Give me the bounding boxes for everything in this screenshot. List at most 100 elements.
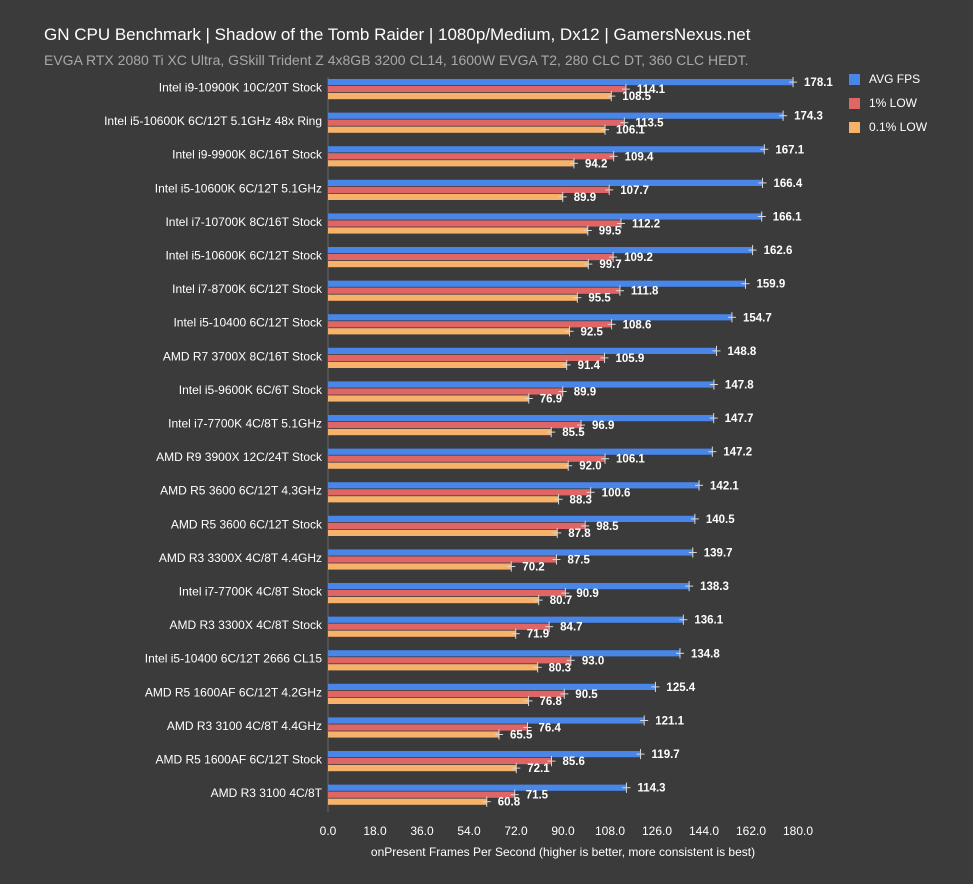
bar-avg-fps <box>328 179 763 186</box>
category-label: Intel i9-10900K 10C/20T Stock <box>159 81 323 95</box>
bar-1pct-low <box>328 86 626 93</box>
data-label-1pct-low: 106.1 <box>616 454 645 466</box>
data-label-avg-fps: 147.7 <box>725 413 754 425</box>
bar-avg-fps <box>328 784 627 791</box>
x-tick-label: 90.0 <box>551 824 575 838</box>
data-label-0-1pct-low: 65.5 <box>510 730 533 742</box>
data-label-1pct-low: 107.7 <box>620 185 649 197</box>
data-label-0-1pct-low: 108.5 <box>622 91 651 103</box>
bar-0-1pct-low <box>328 395 529 402</box>
data-label-0-1pct-low: 85.5 <box>562 427 585 439</box>
bar-0-1pct-low <box>328 697 529 704</box>
bar-1pct-low <box>328 186 610 193</box>
category-label: Intel i7-7700K 4C/8T 5.1GHz <box>168 417 322 431</box>
x-tick-label: 108.0 <box>595 824 625 838</box>
bar-0-1pct-low <box>328 328 570 335</box>
bar-avg-fps <box>328 482 700 489</box>
data-label-1pct-low: 98.5 <box>596 521 619 533</box>
data-label-1pct-low: 109.4 <box>625 151 654 163</box>
legend-item-1pct-low: 1% LOW <box>849 91 927 115</box>
data-label-0-1pct-low: 88.3 <box>570 494 592 506</box>
bar-1pct-low <box>328 354 605 361</box>
x-tick-label: 144.0 <box>689 824 719 838</box>
legend-swatch-1pct-low <box>849 97 860 109</box>
data-label-0-1pct-low: 94.2 <box>585 158 607 170</box>
bar-avg-fps <box>328 112 784 119</box>
data-label-0-1pct-low: 89.9 <box>574 192 596 204</box>
category-label: Intel i5-10400 6C/12T 2666 CL15 <box>145 652 323 666</box>
data-label-0-1pct-low: 99.5 <box>599 226 622 238</box>
bar-avg-fps <box>328 515 695 522</box>
bar-avg-fps <box>328 79 794 86</box>
bar-0-1pct-low <box>328 126 606 133</box>
bar-1pct-low <box>328 791 515 798</box>
data-label-avg-fps: 114.3 <box>637 783 665 795</box>
data-label-0-1pct-low: 60.8 <box>498 797 521 809</box>
data-label-1pct-low: 112.2 <box>632 219 660 231</box>
data-label-1pct-low: 84.7 <box>560 622 582 634</box>
data-label-1pct-low: 111.8 <box>631 286 659 298</box>
bar-1pct-low <box>328 321 612 328</box>
category-label: AMD R3 3300X 4C/8T 4.4GHz <box>159 551 322 565</box>
data-label-avg-fps: 166.4 <box>773 178 802 190</box>
bar-avg-fps <box>328 314 732 321</box>
bar-0-1pct-low <box>328 798 487 805</box>
data-label-1pct-low: 114.1 <box>637 84 666 96</box>
category-label: Intel i5-10400 6C/12T Stock <box>173 316 323 330</box>
bar-avg-fps <box>328 280 746 287</box>
data-label-1pct-low: 96.9 <box>592 420 614 432</box>
bar-0-1pct-low <box>328 429 552 436</box>
bar-1pct-low <box>328 153 614 160</box>
bar-0-1pct-low <box>328 93 612 100</box>
bar-avg-fps <box>328 683 656 690</box>
data-label-0-1pct-low: 95.5 <box>588 293 611 305</box>
category-label: Intel i7-10700K 8C/16T Stock <box>165 215 323 229</box>
data-label-avg-fps: 147.2 <box>723 447 752 459</box>
category-label: AMD R3 3100 4C/8T <box>211 786 323 800</box>
data-label-0-1pct-low: 87.8 <box>568 528 591 540</box>
category-label: AMD R3 3100 4C/8T 4.4GHz <box>167 719 322 733</box>
x-tick-label: 36.0 <box>410 824 434 838</box>
chart-subtitle: EVGA RTX 2080 Ti XC Ultra, GSkill Triden… <box>44 52 749 68</box>
bar-1pct-low <box>328 590 566 597</box>
bar-1pct-low <box>328 657 571 664</box>
bar-1pct-low <box>328 254 614 261</box>
legend: AVG FPS 1% LOW 0.1% LOW <box>849 67 927 139</box>
data-label-avg-fps: 136.1 <box>694 615 723 627</box>
data-label-avg-fps: 166.1 <box>773 212 802 224</box>
data-label-avg-fps: 134.8 <box>691 648 720 660</box>
data-label-0-1pct-low: 72.1 <box>527 763 550 775</box>
data-label-0-1pct-low: 71.9 <box>527 629 549 641</box>
data-label-0-1pct-low: 76.9 <box>540 394 562 406</box>
bar-1pct-low <box>328 287 620 294</box>
category-label: AMD R7 3700X 8C/16T Stock <box>163 349 323 363</box>
bar-0-1pct-low <box>328 361 567 368</box>
bar-1pct-low <box>328 489 591 496</box>
bar-0-1pct-low <box>328 261 589 268</box>
x-tick-label: 0.0 <box>320 824 337 838</box>
data-label-0-1pct-low: 70.2 <box>522 562 544 574</box>
data-label-1pct-low: 89.9 <box>574 387 596 399</box>
data-label-1pct-low: 71.5 <box>526 790 549 802</box>
data-label-avg-fps: 142.1 <box>710 480 739 492</box>
legend-label-avg-fps: AVG FPS <box>869 72 921 86</box>
x-tick-label: 180.0 <box>783 824 813 838</box>
data-label-avg-fps: 140.5 <box>706 514 735 526</box>
bar-avg-fps <box>328 213 762 220</box>
bar-avg-fps <box>328 247 753 254</box>
data-label-1pct-low: 85.6 <box>563 756 585 768</box>
data-label-0-1pct-low: 106.1 <box>616 125 645 137</box>
bar-0-1pct-low <box>328 462 569 469</box>
data-label-1pct-low: 90.5 <box>575 689 598 701</box>
bar-avg-fps <box>328 146 765 153</box>
data-label-0-1pct-low: 91.4 <box>578 360 601 372</box>
category-label: Intel i7-8700K 6C/12T Stock <box>172 282 323 296</box>
category-label: Intel i5-9600K 6C/6T Stock <box>179 383 323 397</box>
legend-label-1pct-low: 1% LOW <box>869 96 918 110</box>
bar-0-1pct-low <box>328 496 559 503</box>
data-label-avg-fps: 139.7 <box>704 548 733 560</box>
data-label-0-1pct-low: 80.7 <box>550 595 572 607</box>
bar-0-1pct-low <box>328 563 512 570</box>
bar-1pct-low <box>328 422 582 429</box>
